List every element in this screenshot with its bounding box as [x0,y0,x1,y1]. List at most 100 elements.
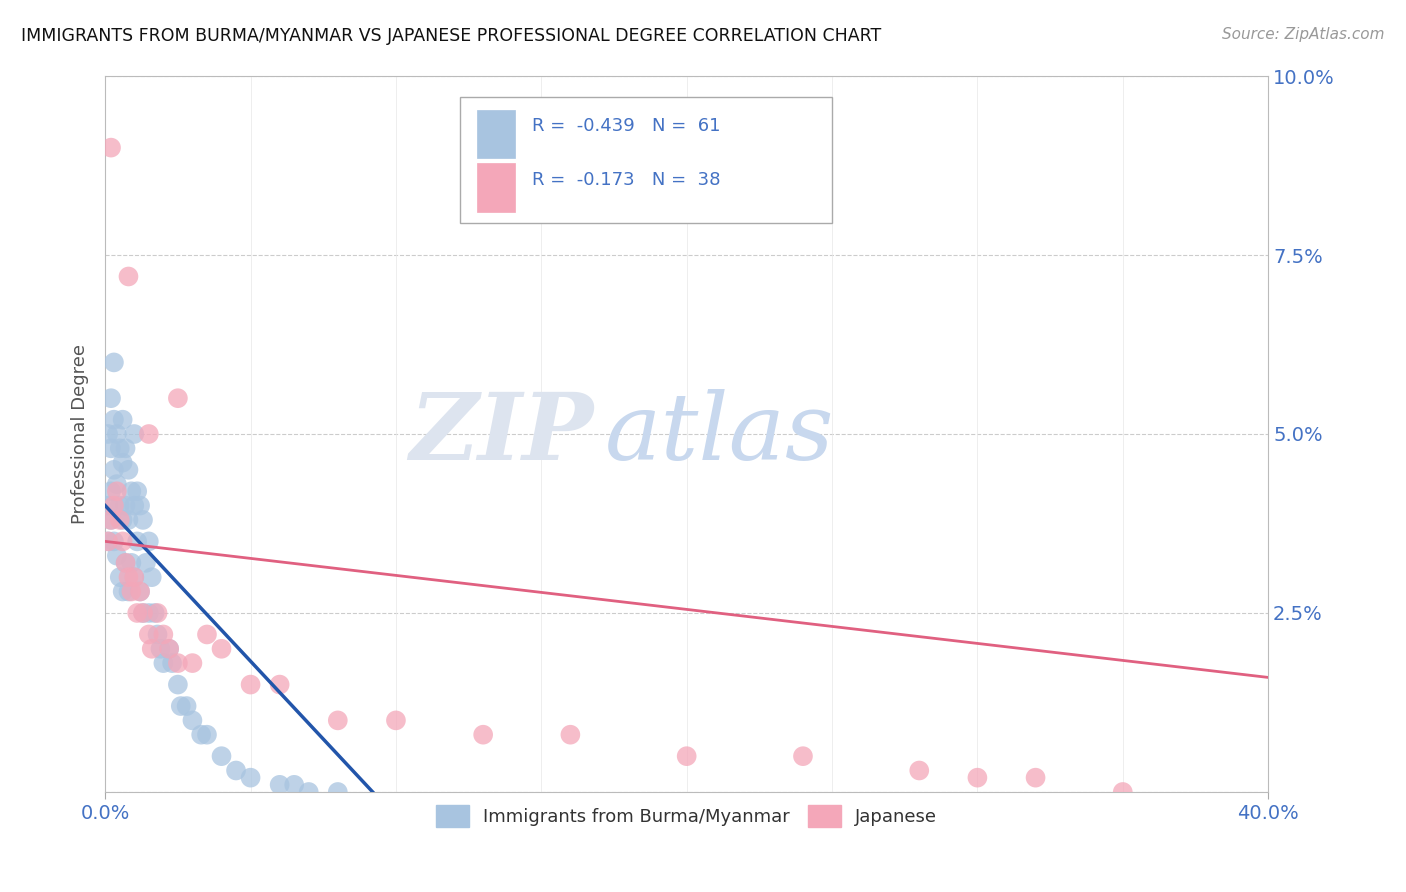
Point [195,627,218,641]
Point [269,778,291,792]
Point [211,641,233,656]
Point [124,570,146,584]
Point [385,714,408,728]
Point [114,556,136,570]
Point [152,656,174,670]
Point [124,499,146,513]
Point [675,749,697,764]
Point [195,728,218,742]
Point [132,513,155,527]
Point [269,677,291,691]
Point [157,641,180,656]
Point [124,427,146,442]
Y-axis label: Professional Degree: Professional Degree [72,344,89,524]
Point [103,499,125,513]
Point [132,606,155,620]
Point [105,427,128,442]
Point [132,606,155,620]
Text: ZIP: ZIP [409,389,593,479]
Point [108,513,131,527]
Point [135,556,157,570]
Point [97,427,120,442]
Point [181,714,204,728]
Point [239,677,262,691]
Point [124,570,146,584]
Point [114,499,136,513]
FancyBboxPatch shape [460,97,832,223]
Point [108,499,131,513]
Point [141,570,163,584]
Point [138,534,160,549]
Point [117,463,139,477]
Text: atlas: atlas [605,389,835,479]
Point [111,513,134,527]
Bar [478,163,515,212]
Point [108,570,131,584]
Point [160,656,183,670]
Point [129,584,152,599]
Point [326,785,349,799]
Point [117,570,139,584]
Point [1112,785,1135,799]
Point [117,269,139,284]
Point [167,391,190,405]
Point [560,728,582,742]
Point [97,499,120,513]
Point [127,534,149,549]
Point [326,714,349,728]
Point [170,699,193,714]
Point [100,484,122,499]
Point [103,534,125,549]
Point [138,427,160,442]
Point [146,606,169,620]
Point [105,477,128,491]
Point [225,764,247,778]
Point [298,785,321,799]
Point [103,355,125,369]
Point [211,749,233,764]
Point [100,391,122,405]
Point [129,584,152,599]
Point [103,412,125,426]
Point [111,584,134,599]
Point [966,771,988,785]
Point [100,513,122,527]
Point [1025,771,1047,785]
Point [141,641,163,656]
Point [97,534,120,549]
Point [111,534,134,549]
Point [143,606,166,620]
Point [167,656,190,670]
Point [792,749,814,764]
Point [103,463,125,477]
Point [283,778,305,792]
Point [120,556,142,570]
Point [111,412,134,426]
Point [908,764,931,778]
Point [138,627,160,641]
Point [105,549,128,563]
Point [129,499,152,513]
Point [100,442,122,456]
Text: Source: ZipAtlas.com: Source: ZipAtlas.com [1222,27,1385,42]
Point [190,728,212,742]
Point [97,534,120,549]
Point [146,627,169,641]
Point [181,656,204,670]
Point [114,556,136,570]
Point [127,606,149,620]
Point [149,641,172,656]
Point [138,606,160,620]
Point [108,442,131,456]
Point [176,699,198,714]
Point [117,584,139,599]
Text: R =  -0.439   N =  61: R = -0.439 N = 61 [531,117,720,135]
Point [152,627,174,641]
Point [157,641,180,656]
Text: IMMIGRANTS FROM BURMA/MYANMAR VS JAPANESE PROFESSIONAL DEGREE CORRELATION CHART: IMMIGRANTS FROM BURMA/MYANMAR VS JAPANES… [21,27,882,45]
Point [167,677,190,691]
Legend: Immigrants from Burma/Myanmar, Japanese: Immigrants from Burma/Myanmar, Japanese [429,798,945,835]
Point [120,484,142,499]
Bar [478,110,515,159]
Point [100,140,122,154]
